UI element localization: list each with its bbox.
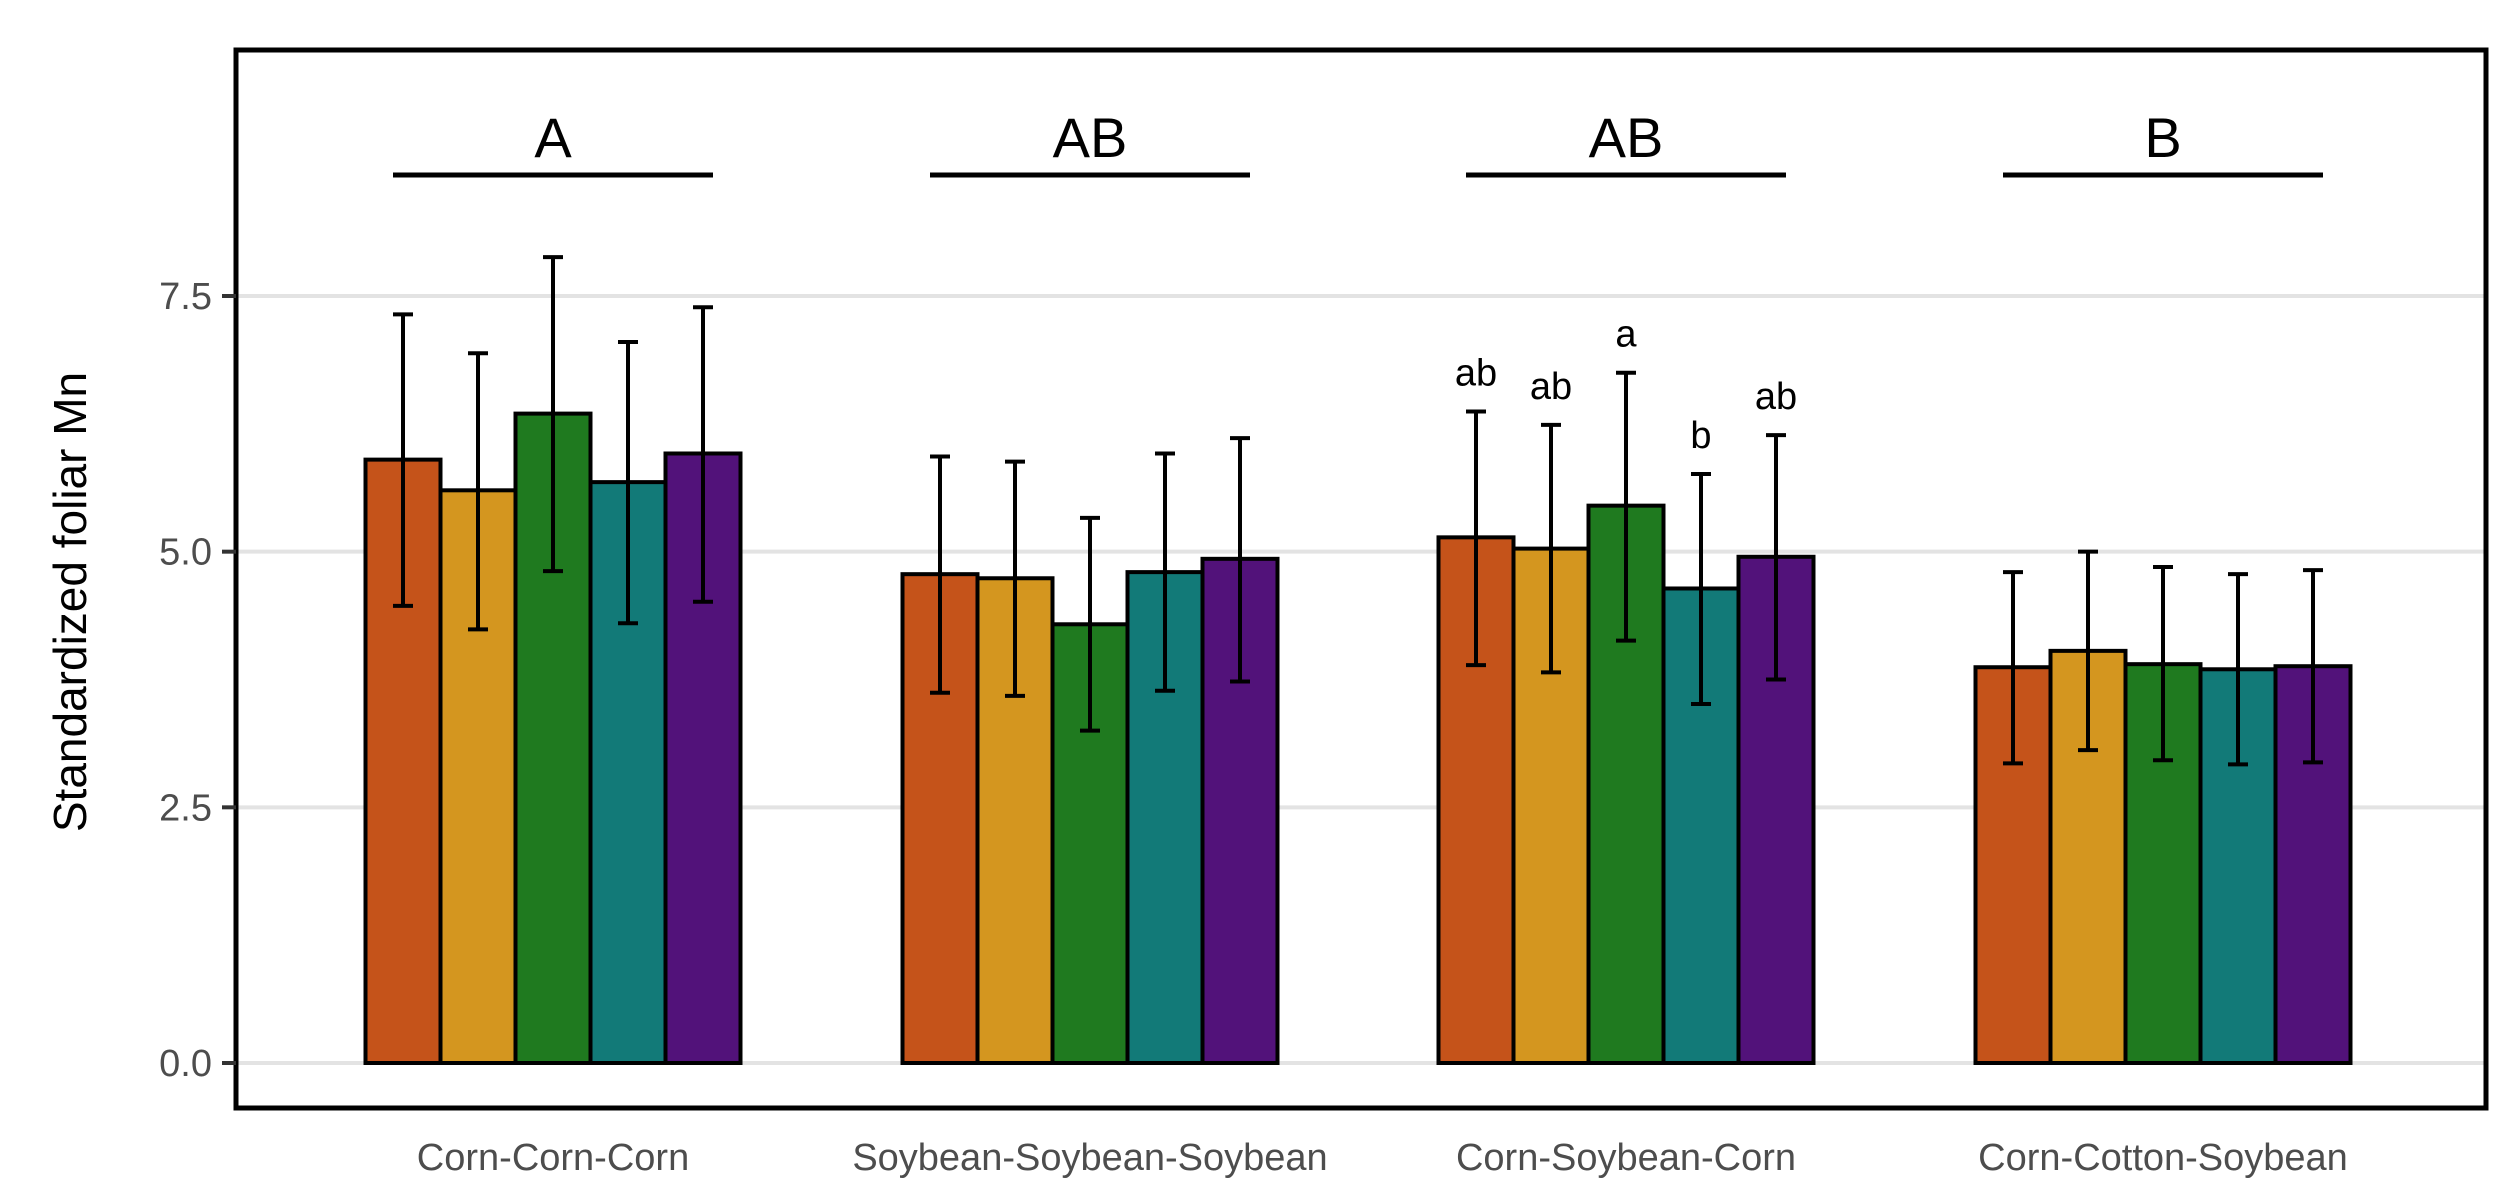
- bar-significance-letter: ab: [1755, 376, 1797, 418]
- bar-significance-letter: b: [1690, 415, 1711, 457]
- bars-layer: [363, 411, 2353, 1066]
- y-tick-label: 0.0: [159, 1043, 212, 1085]
- group-significance-letter: B: [2144, 106, 2181, 169]
- bar-significance-letter: a: [1615, 314, 1637, 356]
- group-significance-letter: AB: [1589, 106, 1664, 169]
- y-tick-label: 7.5: [159, 276, 212, 318]
- bar: [663, 451, 743, 1065]
- bar-significance-letter: ab: [1530, 366, 1572, 408]
- group-significance-letter: A: [534, 106, 572, 169]
- error-bars-layer: [393, 255, 2323, 767]
- x-axis: Corn-Corn-Corn Soybean-Soybean-Soybean Cor…: [417, 1137, 2348, 1179]
- x-tick-label: Corn-Cotton-Soybean: [1978, 1137, 2348, 1179]
- group-significance-letter: AB: [1053, 106, 1128, 169]
- bar-significance-letter: ab: [1455, 353, 1497, 395]
- x-tick-label: Soybean-Soybean-Soybean: [852, 1137, 1327, 1179]
- plot-panel-border: [233, 47, 2489, 1111]
- y-axis-label: Standardized foliar Mn: [44, 372, 96, 832]
- y-tick-label: 2.5: [159, 787, 212, 829]
- x-tick-label: Corn-Corn-Corn: [417, 1137, 689, 1179]
- y-axis: 0.0 2.5 5.0 7.5: [159, 276, 236, 1085]
- y-tick-label: 5.0: [159, 532, 212, 574]
- x-tick-label: Corn-Soybean-Corn: [1456, 1137, 1796, 1179]
